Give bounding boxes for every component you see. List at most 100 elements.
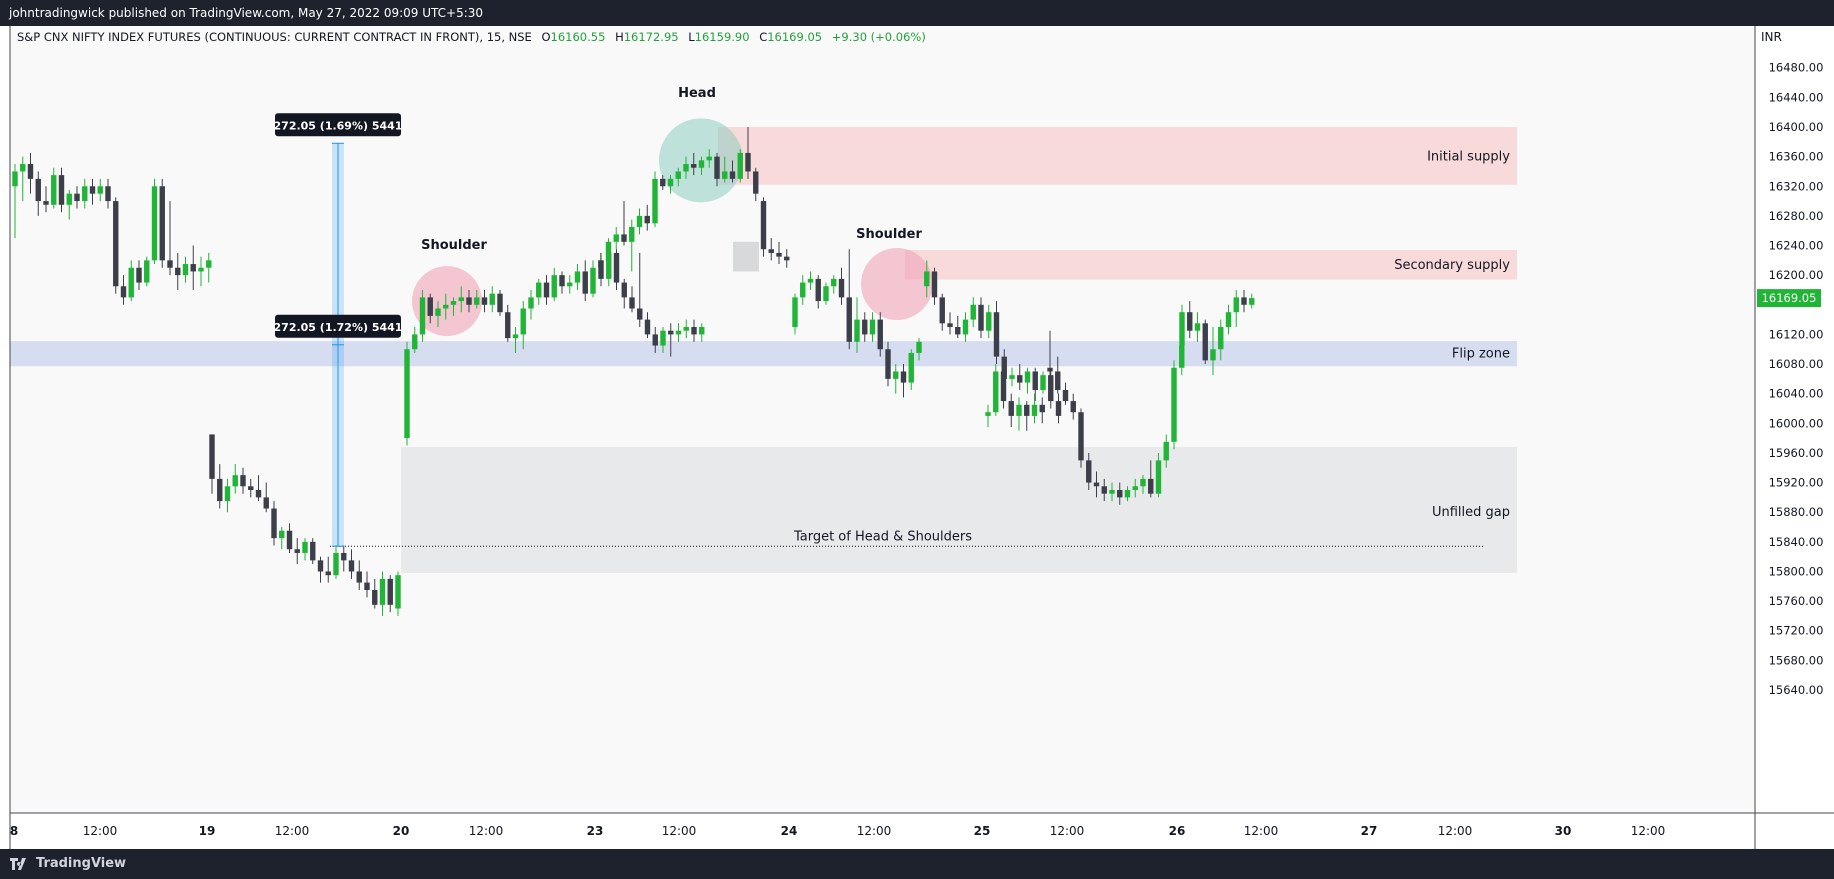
price-tick[interactable]: 15880.00 xyxy=(1769,505,1824,519)
price-tick[interactable]: 16400.00 xyxy=(1769,120,1824,134)
candle-body xyxy=(606,252,612,279)
time-tick[interactable]: 30 xyxy=(1555,824,1572,838)
price-tick[interactable]: 15960.00 xyxy=(1769,446,1824,460)
candle-body xyxy=(325,571,331,576)
time-tick[interactable]: 12:00 xyxy=(1631,824,1666,838)
time-tick[interactable]: 20 xyxy=(393,824,410,838)
time-tick[interactable]: 12:00 xyxy=(1244,824,1279,838)
price-tick[interactable]: 15720.00 xyxy=(1769,624,1824,638)
candle xyxy=(248,478,254,498)
candle xyxy=(113,197,119,294)
candle-body xyxy=(348,560,355,572)
price-tick[interactable]: 16480.00 xyxy=(1769,61,1824,75)
time-tick[interactable]: 8 xyxy=(10,824,18,838)
candle xyxy=(1000,364,1007,409)
time-tick[interactable]: 12:00 xyxy=(275,824,310,838)
price-tick[interactable]: 16000.00 xyxy=(1769,416,1824,430)
price-tick[interactable]: 15840.00 xyxy=(1769,535,1824,549)
time-axis-ticks[interactable]: 8 12:00 19 12:00 20 12:00 23 12:00 24 12:00 25 12:0… xyxy=(10,824,1665,838)
candle-body xyxy=(667,178,674,187)
candle xyxy=(497,289,503,316)
price-tick[interactable]: 16080.00 xyxy=(1769,357,1824,371)
candle-body xyxy=(699,327,705,335)
candle xyxy=(574,264,581,290)
candle xyxy=(317,556,324,583)
price-tick[interactable]: 15760.00 xyxy=(1769,594,1824,608)
price-range-measure[interactable]: 272.05 (1.69%) 5441 272.05 (1.72%) 5441 xyxy=(274,113,403,547)
candle-body xyxy=(784,256,790,261)
last-price-bg xyxy=(1757,289,1821,308)
candle xyxy=(955,315,961,339)
time-tick[interactable]: 19 xyxy=(199,824,216,838)
axes[interactable]: INR 16480.00 16440.00 16400.00 16360.00 1632… xyxy=(9,26,1834,849)
candle-body xyxy=(536,282,542,298)
time-tick[interactable]: 27 xyxy=(1361,824,1378,838)
price-tick[interactable]: 16360.00 xyxy=(1769,150,1824,164)
candle xyxy=(970,297,976,328)
price-tick[interactable]: 16440.00 xyxy=(1769,90,1824,104)
candle xyxy=(706,149,712,168)
candle xyxy=(190,245,196,290)
time-tick[interactable]: 23 xyxy=(587,824,604,838)
candle-body xyxy=(1031,404,1038,416)
candle xyxy=(1093,471,1100,498)
candle xyxy=(536,278,542,305)
candle xyxy=(1047,330,1053,383)
price-tick[interactable]: 16200.00 xyxy=(1769,268,1824,282)
time-tick[interactable]: 12:00 xyxy=(662,824,697,838)
candle-body xyxy=(729,171,736,179)
candle xyxy=(341,545,347,572)
price-axis-ticks[interactable]: 16480.00 16440.00 16400.00 16360.00 16320.00… xyxy=(1769,61,1824,697)
time-tick[interactable]: 25 xyxy=(974,824,991,838)
time-tick[interactable]: 12:00 xyxy=(1050,824,1085,838)
candle-body xyxy=(1233,297,1239,313)
price-tick[interactable]: 16240.00 xyxy=(1769,239,1824,253)
time-tick[interactable]: 12:00 xyxy=(1438,824,1473,838)
candle-body xyxy=(675,330,682,335)
candle xyxy=(939,293,945,331)
candle-body xyxy=(240,475,246,487)
candle-body xyxy=(198,267,204,272)
price-tick[interactable]: 15680.00 xyxy=(1769,653,1824,667)
chart-frame[interactable]: 272.05 (1.69%) 5441 272.05 (1.72%) 5441 H… xyxy=(0,26,1834,849)
price-tick[interactable]: 15920.00 xyxy=(1769,476,1824,490)
candle xyxy=(35,171,41,216)
price-tick[interactable]: 16280.00 xyxy=(1769,209,1824,223)
candle-body xyxy=(574,271,581,283)
candle-body xyxy=(310,541,316,561)
candle-body xyxy=(333,552,339,576)
candle-body xyxy=(419,297,426,335)
candle-body xyxy=(908,352,914,383)
price-tick[interactable]: 16120.00 xyxy=(1769,327,1824,341)
candle-body xyxy=(776,252,782,257)
candle xyxy=(1032,367,1038,402)
time-tick[interactable]: 26 xyxy=(1169,824,1186,838)
candle xyxy=(1017,364,1023,390)
candle-body xyxy=(675,171,681,179)
candle-body xyxy=(512,334,519,339)
candle xyxy=(66,189,72,220)
candle xyxy=(271,501,277,546)
candle-body xyxy=(636,215,643,228)
price-tick[interactable]: 15800.00 xyxy=(1769,564,1824,578)
candle-body xyxy=(232,475,238,487)
candle-body xyxy=(993,312,1000,357)
time-tick[interactable]: 12:00 xyxy=(857,824,892,838)
price-tick[interactable]: 15640.00 xyxy=(1769,683,1824,697)
time-tick[interactable]: 24 xyxy=(781,824,798,838)
candle xyxy=(182,256,189,283)
candle-body xyxy=(660,330,666,346)
price-tick[interactable]: 16320.00 xyxy=(1769,179,1824,193)
candle xyxy=(598,252,604,287)
candle-body xyxy=(20,164,26,172)
candle-body xyxy=(248,486,254,490)
tradingview-logo[interactable]: TradingView xyxy=(10,849,126,879)
chart-svg[interactable]: 272.05 (1.69%) 5441 272.05 (1.72%) 5441 H… xyxy=(0,26,1834,849)
candle xyxy=(683,319,689,339)
candle-body xyxy=(621,234,627,242)
candle-body xyxy=(466,297,472,305)
time-tick[interactable]: 12:00 xyxy=(469,824,504,838)
time-tick[interactable]: 12:00 xyxy=(83,824,118,838)
price-tick[interactable]: 16040.00 xyxy=(1769,387,1824,401)
candle xyxy=(652,171,658,228)
